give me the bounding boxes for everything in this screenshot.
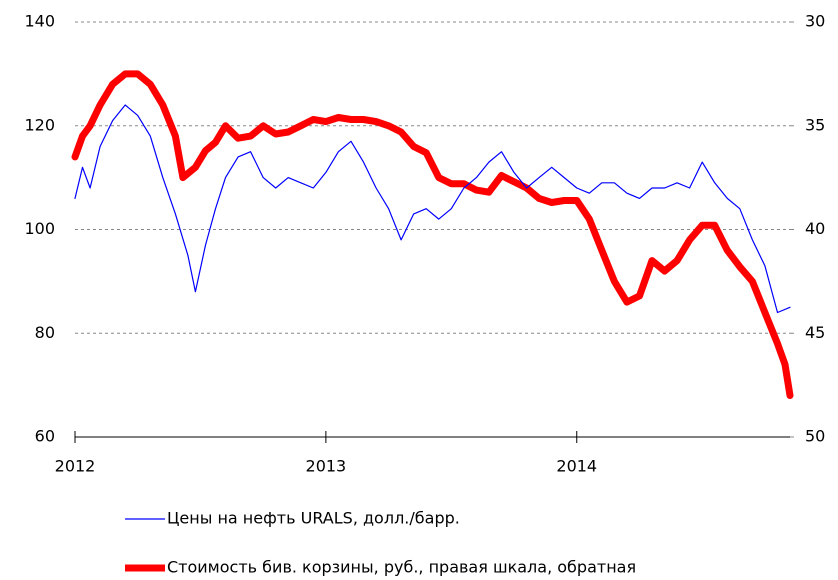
y2-tick-label: 30	[805, 12, 825, 31]
y2-tick-label: 50	[805, 427, 825, 446]
y-tick-label: 140	[24, 12, 55, 31]
y2-tick-label: 45	[805, 323, 825, 342]
x-tick-label: 2012	[55, 457, 96, 476]
legend-label: Цены на нефть URALS, долл./барр.	[167, 509, 460, 528]
y2-tick-label: 35	[805, 115, 825, 134]
series-line	[74, 104, 791, 314]
x-tick-label: 2014	[556, 457, 597, 476]
y-tick-label: 80	[35, 323, 55, 342]
y2-tick-label: 40	[805, 219, 825, 238]
legend-label: Стоимость бив. корзины, руб., правая шка…	[167, 558, 636, 577]
y-tick-label: 120	[24, 115, 55, 134]
y-tick-label: 60	[35, 427, 55, 446]
series-line	[71, 70, 794, 399]
y-tick-label: 100	[24, 219, 55, 238]
x-tick-label: 2013	[306, 457, 347, 476]
